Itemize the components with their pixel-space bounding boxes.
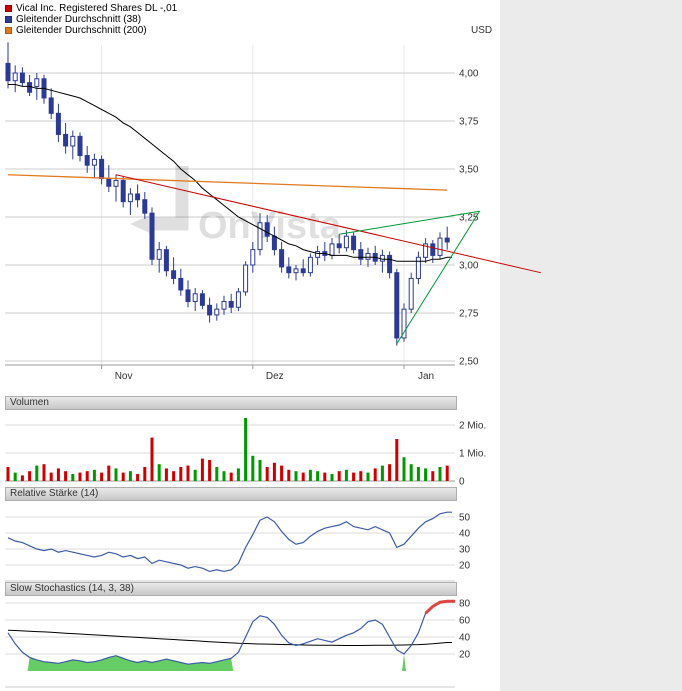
svg-text:Jan: Jan bbox=[418, 371, 434, 382]
rsi-line bbox=[7, 511, 452, 573]
svg-text:0: 0 bbox=[459, 477, 465, 488]
svg-text:1 Mio.: 1 Mio. bbox=[459, 449, 486, 460]
rsi-panel-header: Relative Stärke (14) bbox=[5, 487, 457, 501]
svg-text:20: 20 bbox=[459, 650, 471, 661]
svg-text:40: 40 bbox=[459, 633, 471, 644]
svg-text:2,75: 2,75 bbox=[459, 309, 479, 320]
svg-text:3,75: 3,75 bbox=[459, 117, 479, 128]
svg-text:2 Mio.: 2 Mio. bbox=[459, 421, 486, 432]
stoch-k-line bbox=[7, 600, 452, 665]
volume-panel-title: Volumen bbox=[10, 397, 49, 408]
svg-text:OnVista: OnVista bbox=[198, 205, 342, 247]
legend-label-ma38: Gleitender Durchschnitt (38) bbox=[16, 14, 142, 25]
triangle-lower-line bbox=[396, 210, 481, 344]
legend-swatch-price bbox=[5, 5, 12, 12]
svg-text:50: 50 bbox=[459, 513, 471, 524]
volume-chart: 2 Mio. 1 Mio. 0 bbox=[5, 418, 486, 488]
legend-item-ma200: Gleitender Durchschnitt (200) bbox=[5, 25, 177, 36]
stoch-chart: 80 60 40 20 bbox=[5, 599, 471, 688]
svg-text:30: 30 bbox=[459, 545, 471, 556]
stoch-panel-header: Slow Stochastics (14, 3, 38) bbox=[5, 582, 457, 596]
svg-text:4,00: 4,00 bbox=[459, 69, 479, 80]
stoch-gridlines: 80 60 40 20 bbox=[5, 599, 471, 688]
rsi-gridlines: 50 40 30 20 bbox=[5, 513, 471, 582]
ma200-line bbox=[7, 174, 448, 191]
rsi-panel-title: Relative Stärke (14) bbox=[10, 488, 99, 499]
stoch-panel-title: Slow Stochastics (14, 3, 38) bbox=[10, 583, 134, 594]
rsi-chart: 50 40 30 20 bbox=[5, 511, 471, 582]
svg-text:Dez: Dez bbox=[266, 371, 284, 382]
legend-label-ma200: Gleitender Durchschnitt (200) bbox=[16, 25, 147, 36]
legend-swatch-ma38 bbox=[5, 16, 12, 23]
svg-text:Nov: Nov bbox=[115, 371, 133, 382]
candlestick-series bbox=[5, 42, 450, 346]
main-x-axis: Nov Dez Jan bbox=[5, 364, 455, 382]
svg-text:2,50: 2,50 bbox=[459, 357, 479, 368]
svg-text:3,25: 3,25 bbox=[459, 213, 479, 224]
legend-item-price: Vical Inc. Registered Shares DL -,01 bbox=[5, 3, 177, 14]
main-chart: 4,00 3,75 3,50 3,25 3,00 2,75 2,50 OnVista Nov De… bbox=[5, 42, 541, 382]
chart-legend: Vical Inc. Registered Shares DL -,01 Gle… bbox=[5, 3, 177, 36]
volume-bars bbox=[6, 418, 449, 481]
onvista-watermark: OnVista bbox=[130, 166, 342, 247]
downtrend-line bbox=[115, 174, 541, 274]
svg-text:3,00: 3,00 bbox=[459, 261, 479, 272]
svg-text:40: 40 bbox=[459, 529, 471, 540]
oversold-fill bbox=[27, 654, 406, 671]
triangle-upper-line bbox=[339, 210, 480, 235]
main-gridlines: 4,00 3,75 3,50 3,25 3,00 2,75 2,50 bbox=[5, 45, 479, 368]
svg-text:3,50: 3,50 bbox=[459, 165, 479, 176]
overbought-segment bbox=[424, 599, 455, 615]
svg-text:80: 80 bbox=[459, 599, 471, 610]
stoch-signal-line bbox=[7, 629, 452, 646]
legend-item-ma38: Gleitender Durchschnitt (38) bbox=[5, 14, 177, 25]
legend-swatch-ma200 bbox=[5, 27, 12, 34]
svg-text:20: 20 bbox=[459, 561, 471, 572]
legend-label-price: Vical Inc. Registered Shares DL -,01 bbox=[16, 3, 178, 14]
chart-page: Vical Inc. Registered Shares DL -,01 Gle… bbox=[0, 0, 541, 691]
volume-panel-header: Volumen bbox=[5, 396, 457, 410]
currency-label: USD bbox=[471, 25, 493, 36]
ma38-line bbox=[8, 84, 452, 262]
svg-text:60: 60 bbox=[459, 616, 471, 627]
